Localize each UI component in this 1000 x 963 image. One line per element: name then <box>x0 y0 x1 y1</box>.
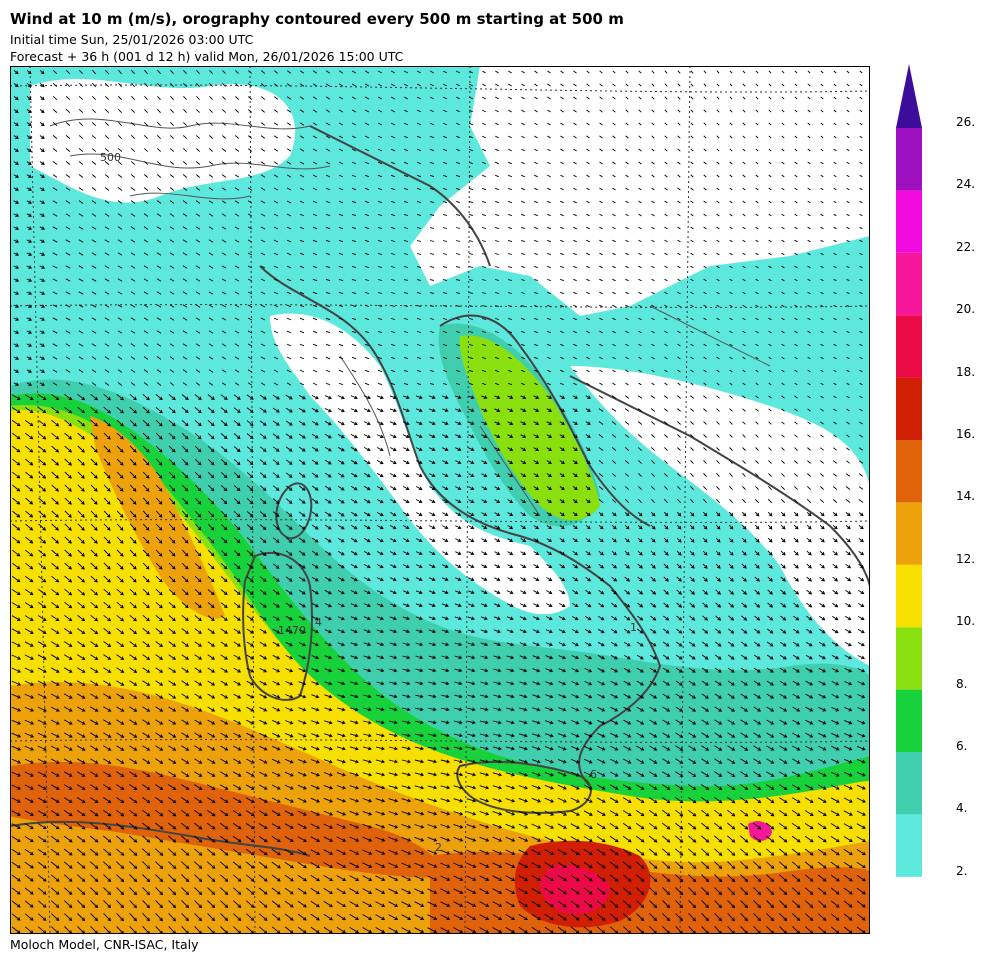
calm-patch-balkans <box>490 66 870 286</box>
legend-label: 2. <box>956 863 968 878</box>
legend-swatch <box>896 190 922 253</box>
contour-label: 2 <box>435 841 442 854</box>
wind-vectors <box>11 69 866 934</box>
legend-label: 26. <box>956 115 976 129</box>
lat-lon-grid <box>10 66 870 934</box>
legend-label: 12. <box>956 551 976 566</box>
legend-label: 8. <box>956 676 968 691</box>
legend-label: 16. <box>956 427 976 441</box>
legend-swatch <box>896 502 922 565</box>
contour-label: 1 <box>630 621 637 634</box>
calm-patch-alps <box>30 78 296 203</box>
forecast-time: Forecast + 36 h (001 d 12 h) valid Mon, … <box>10 49 404 64</box>
contour-label: 6 <box>590 768 597 781</box>
model-credit: Moloch Model, CNR-ISAC, Italy <box>10 937 199 952</box>
legend-swatch <box>896 627 922 690</box>
wind-band-12-14 <box>10 682 870 934</box>
legend-swatch <box>896 377 922 440</box>
legend-label: 6. <box>956 739 968 753</box>
legend-label: 22. <box>956 239 976 254</box>
legend-swatch <box>896 752 922 815</box>
wind-band-18-20 <box>540 864 610 915</box>
wind-map: 500 1470 4 6 2 1 <box>10 66 870 934</box>
legend-swatch <box>896 440 922 503</box>
legend-swatch <box>896 128 922 191</box>
map-title: Wind at 10 m (m/s), orography contoured … <box>10 10 624 28</box>
wind-band-12-14-west <box>90 416 225 619</box>
wind-band-14-16 <box>10 761 450 878</box>
contour-label: 1470 <box>278 624 306 637</box>
legend-label: 4. <box>956 801 968 816</box>
legend-swatch <box>896 689 922 752</box>
legend-label: 14. <box>956 489 976 504</box>
legend-label: 18. <box>956 364 976 379</box>
wind-band-8-10-adriatic <box>459 335 600 521</box>
legend-swatch <box>896 252 922 316</box>
legend-swatch <box>896 315 922 378</box>
contour-label: 500 <box>100 151 121 164</box>
color-scale-legend <box>893 64 993 884</box>
orography-contours <box>49 118 771 517</box>
coastlines <box>10 125 870 857</box>
legend-label: 20. <box>956 302 976 317</box>
contour-label: 4 <box>315 616 322 629</box>
map-frame <box>10 66 870 934</box>
legend-label: 10. <box>956 614 976 629</box>
legend-swatch <box>896 814 922 877</box>
initial-time: Initial time Sun, 25/01/2026 03:00 UTC <box>10 32 254 47</box>
legend-arrow-top <box>896 64 922 128</box>
legend-swatch <box>896 564 922 628</box>
legend-label: 24. <box>956 177 976 192</box>
